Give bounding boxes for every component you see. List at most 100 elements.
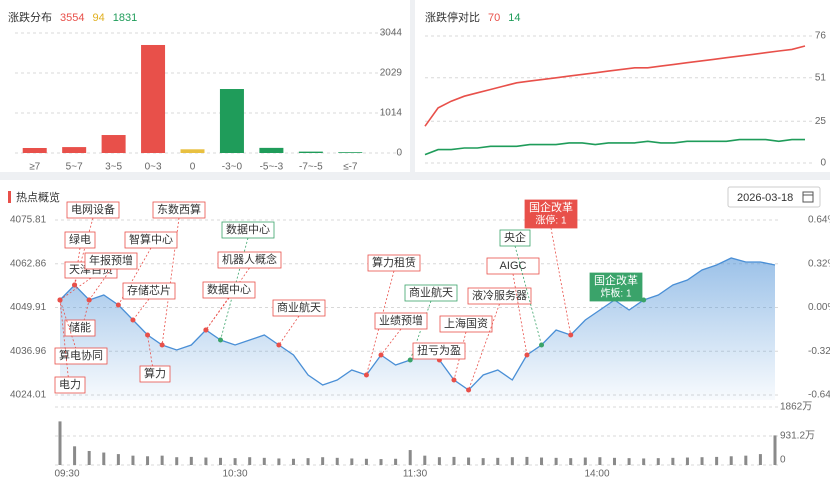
volume-bar [160, 455, 164, 465]
tag [367, 254, 421, 272]
anchor-dot [57, 297, 63, 303]
volume-bar [437, 457, 441, 465]
tag-label: 算力 [144, 366, 166, 380]
volume-bar [306, 458, 310, 465]
x-tick-label: ≥7 [29, 162, 40, 173]
tag-detail: 炸板: 1 [600, 287, 632, 300]
y2-tick-label: 0.32% [808, 258, 830, 269]
y-tick-label: 0 [396, 148, 402, 159]
volume-bar [467, 457, 471, 465]
tag [412, 342, 466, 360]
tag [524, 199, 578, 229]
volume-bar [262, 457, 266, 465]
y-tick-label: 4062.86 [10, 258, 47, 269]
bar [298, 151, 323, 153]
tag [202, 281, 256, 299]
tag-label: 国企改革 [594, 273, 638, 287]
volume-bar [715, 456, 719, 465]
y-tick-label: 4024.01 [10, 390, 47, 401]
tag-label: 电网设备 [71, 202, 115, 216]
volume-bar [583, 457, 587, 465]
tag-label: 绿电 [69, 232, 91, 246]
volume-bar [291, 458, 295, 465]
x-tick-label: -5~-3 [260, 162, 284, 173]
area [60, 258, 775, 400]
anchor-dot [86, 297, 92, 303]
tag [589, 272, 643, 302]
volume-bar [496, 457, 500, 465]
x-tick-label: 0 [190, 162, 196, 173]
x-tick-label: 09:30 [54, 469, 79, 480]
anchor-dot [363, 372, 369, 378]
date: 2026-03-18 [737, 192, 793, 204]
y-tick-label: 4049.91 [10, 302, 47, 313]
tag [66, 201, 120, 219]
volume-bar [73, 446, 77, 465]
tag-label: 机器人概念 [222, 252, 277, 266]
x-tick-label: 5~7 [66, 162, 83, 173]
volume-bar [569, 458, 573, 465]
line [424, 45, 806, 127]
volume-bar [219, 457, 223, 465]
y-tick-label: 1014 [380, 108, 403, 119]
tag [499, 229, 531, 247]
volume-bar [248, 457, 252, 465]
tag-label: AIGC [500, 260, 527, 272]
tag [122, 282, 176, 300]
tag [64, 231, 96, 249]
x-tick-label: 11:30 [403, 469, 428, 480]
anchor-dot [203, 327, 209, 333]
volume-bar [394, 458, 398, 465]
y-tick-label: 2029 [380, 68, 403, 79]
tag [124, 231, 178, 249]
volume-bar [481, 458, 485, 465]
bar [101, 135, 126, 153]
y2-tick-label: -0.64% [808, 390, 830, 401]
bar [180, 149, 205, 153]
x-tick-label: -3~0 [222, 162, 243, 173]
tag-label: 上海国资 [444, 316, 488, 330]
bar [141, 44, 166, 153]
y2-tick-label: -0.32% [808, 346, 830, 357]
panel [415, 0, 830, 172]
anchor-dot [641, 297, 647, 303]
tag-label: 储能 [69, 320, 91, 334]
y-tick-label: 25 [815, 116, 827, 127]
anchor-dot [568, 332, 574, 338]
tag-label: 智算中心 [129, 232, 173, 246]
volume-bar [116, 454, 120, 465]
volume-bar [58, 421, 62, 465]
panel-title: 涨跌停对比 70 14 [425, 10, 521, 24]
tag [221, 221, 275, 239]
title-text: 涨跌停对比 [425, 10, 480, 24]
leader [205, 297, 230, 331]
volume-bar [642, 458, 646, 465]
tag-label: 东数西算 [157, 202, 201, 216]
volume-bar [146, 456, 150, 465]
bar [259, 147, 284, 153]
leader [468, 303, 500, 391]
count: 70 [488, 12, 500, 24]
leader [380, 328, 402, 356]
anchor-dot [159, 342, 165, 348]
date-picker[interactable] [727, 186, 821, 208]
tag-label: 年报预增 [89, 253, 133, 267]
leader [514, 245, 542, 346]
volume-tick-label: 0 [780, 455, 786, 466]
volume-bar [350, 458, 354, 465]
tag-label: 液冷服务器 [472, 288, 527, 302]
volume-bar [335, 457, 339, 465]
count: 3554 [60, 12, 84, 24]
leader [59, 299, 71, 394]
tag-label: 算力租赁 [372, 255, 416, 269]
volume-bar [525, 456, 529, 465]
volume-tick-label: 1862万 [780, 402, 812, 413]
volume-bar [364, 458, 368, 465]
tag [404, 284, 458, 302]
count: 1831 [113, 12, 137, 24]
tag-detail: 涨停: 1 [535, 214, 567, 227]
anchor-dot [466, 387, 472, 393]
tag-label: 数据中心 [207, 282, 251, 296]
y2-tick-label: 0.00% [808, 302, 830, 313]
y-tick-label: 76 [815, 31, 827, 42]
